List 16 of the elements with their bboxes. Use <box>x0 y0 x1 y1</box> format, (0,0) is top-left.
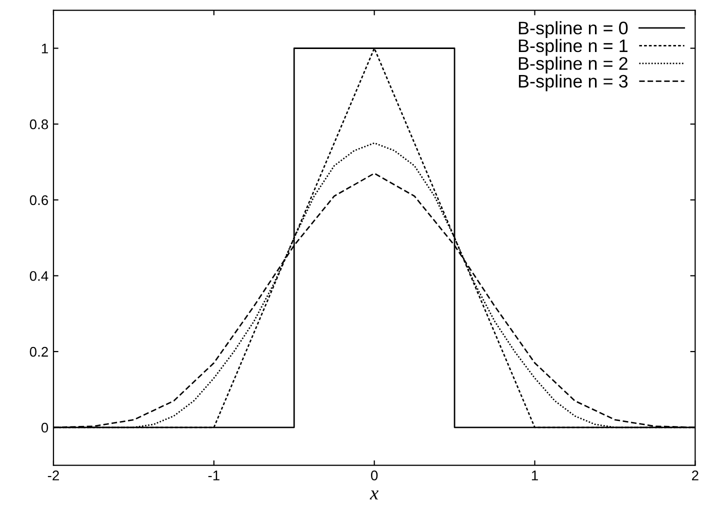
x-tick-label: -2 <box>48 470 59 480</box>
x-tick-label: -1 <box>208 470 220 480</box>
x-tick-label: 2 <box>692 470 698 480</box>
x-axis-title: x <box>370 490 378 500</box>
y-tick-label: 0.4 <box>30 271 48 281</box>
legend-label: B-spline n = 3 <box>518 74 628 92</box>
legend-label: B-spline n = 0 <box>518 21 628 38</box>
y-tick-label: 0.6 <box>30 195 48 206</box>
y-tick-label: 0.2 <box>30 346 48 357</box>
x-tick-label: 0 <box>371 470 378 480</box>
legend-label: B-spline n = 2 <box>518 56 628 74</box>
y-tick-label: 1 <box>42 44 48 54</box>
legend-label: B-spline n = 1 <box>518 38 628 56</box>
y-tick-label: 0.8 <box>30 119 48 130</box>
x-tick-label: 1 <box>532 470 538 480</box>
y-tick-label: 0 <box>41 422 48 433</box>
